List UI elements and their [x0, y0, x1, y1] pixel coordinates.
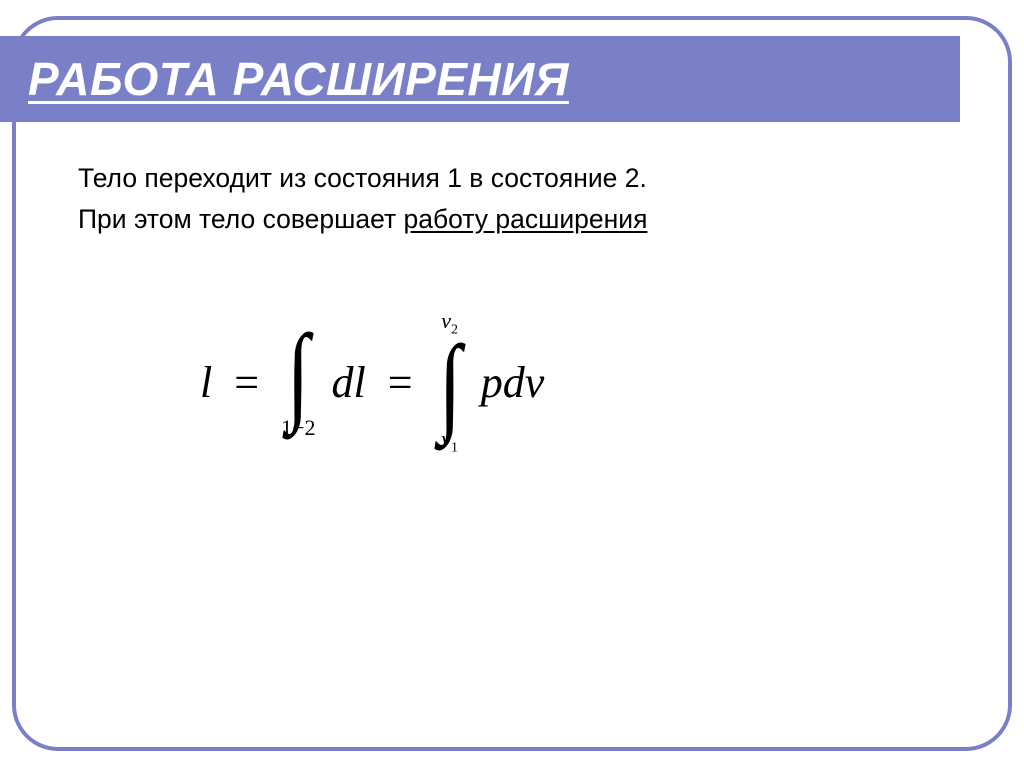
formula: l = ∫ 1−2 dl = v2 ∫ v1 pdv	[200, 310, 544, 455]
body-line-2-prefix: При этом тело совершает	[78, 204, 404, 234]
body-line-1: Тело переходит из состояния 1 в состояни…	[78, 158, 964, 199]
title-bar: РАБОТА РАСШИРЕНИЯ	[0, 36, 960, 122]
integral-symbol-1: ∫	[287, 332, 310, 415]
slide-title: РАБОТА РАСШИРЕНИЯ	[28, 52, 569, 106]
integral-symbol-2: ∫	[438, 343, 461, 426]
slide: РАБОТА РАСШИРЕНИЯ Тело переходит из сост…	[0, 0, 1024, 767]
integral-2: v2 ∫ v1	[435, 310, 465, 455]
integrand-2: pdv	[481, 357, 545, 408]
formula-eq-1: =	[234, 357, 259, 408]
body-line-2: При этом тело совершает работу расширени…	[78, 199, 964, 240]
body-text: Тело переходит из состояния 1 в состояни…	[78, 158, 964, 240]
formula-eq-2: =	[388, 357, 413, 408]
body-line-2-underlined: работу расширения	[404, 204, 648, 234]
integral-1: ∫ 1−2	[281, 326, 315, 439]
integrand-1: dl	[331, 357, 365, 408]
formula-lhs: l	[200, 357, 212, 408]
